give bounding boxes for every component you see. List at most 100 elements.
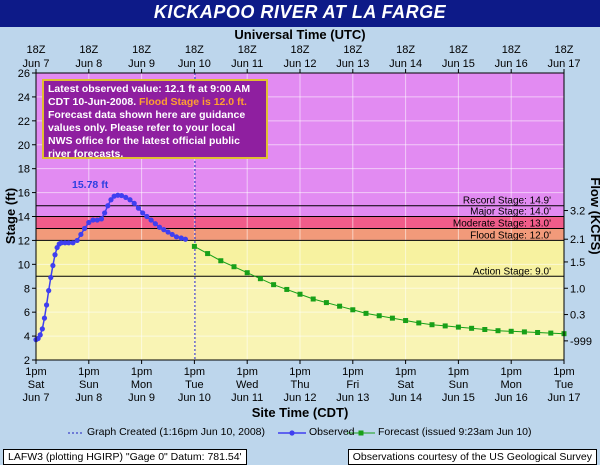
y-tick-label: 14 [18, 212, 30, 224]
bottom-tick-label-date: Jun 15 [442, 392, 475, 404]
forecast-point [455, 324, 461, 330]
bottom-tick-label-day: Tue [555, 379, 574, 391]
footer: LAFW3 (plotting HGIRP) "Gage 0" Datum: 7… [0, 448, 600, 465]
y-tick-label: 10 [18, 259, 30, 271]
observed-point [86, 219, 92, 226]
bottom-tick-label-time: 1pm [395, 366, 416, 378]
observed-point [70, 240, 76, 246]
info-box: Latest observed value: 12.1 ft at 9:00 A… [42, 79, 268, 160]
top-tick-label-time: 18Z [27, 44, 46, 56]
top-tick-label-time: 18Z [132, 44, 151, 56]
info-line: Latest observed value: 12.1 ft at 9:00 A… [48, 83, 251, 95]
observed-point [50, 262, 56, 269]
bottom-tick-label-day: Sat [397, 379, 414, 391]
flow-tick-label: 3.2 [570, 206, 585, 218]
legend-observed-label: Observed [309, 426, 355, 438]
legend-observed [278, 430, 306, 436]
top-tick-label-time: 18Z [396, 44, 415, 56]
legend-observed-marker [289, 430, 295, 436]
observed-point [169, 231, 175, 238]
observed-point [39, 326, 45, 332]
observed-point [156, 224, 163, 230]
bottom-tick-label-time: 1pm [553, 366, 574, 378]
observed-point [144, 213, 150, 220]
flow-tick-label: 1.5 [570, 257, 585, 269]
forecast-point [297, 291, 303, 297]
observed-point [62, 240, 68, 246]
forecast-point [310, 296, 316, 302]
stage-threshold-label: Moderate Stage: 13.0' [453, 218, 551, 229]
top-tick-label-date: Jun 8 [75, 58, 102, 70]
stage-lines: Record Stage: 14.9'Major Stage: 14.0'Mod… [36, 196, 564, 277]
bottom-tick-label-date: Jun 7 [23, 392, 50, 404]
observed-point [108, 197, 114, 203]
left-axis-title: Stage (ft) [3, 188, 18, 244]
observed-point [182, 236, 189, 242]
legend-forecast-label: Forecast (issued 9:23am Jun 10) [378, 426, 532, 438]
observed-point [98, 216, 105, 222]
info-line: CDT 10-Jun-2008. Flood Stage is 12.0 ft. [48, 96, 262, 109]
top-tick-label-time: 18Z [502, 44, 521, 56]
top-tick-label-date: Jun 17 [547, 58, 580, 70]
bottom-tick-label-time: 1pm [500, 366, 521, 378]
y-tick-label: 12 [18, 235, 30, 247]
bottom-tick-label-day: Fri [346, 379, 359, 391]
y-tick-label: 18 [18, 164, 30, 176]
bottom-axis-title: Site Time (CDT) [252, 405, 349, 420]
forecast-point [363, 310, 369, 316]
gage-datum-note: LAFW3 (plotting HGIRP) "Gage 0" Datum: 7… [3, 449, 247, 465]
forecast-point [218, 258, 224, 264]
forecast-point [416, 320, 422, 326]
y-tick-label: 6 [24, 307, 30, 319]
flow-tick-label: 0.3 [570, 310, 585, 322]
bottom-tick-label-day: Sat [28, 379, 45, 391]
forecast-point [442, 323, 448, 329]
observed-point [66, 240, 72, 246]
forecast-point [403, 318, 409, 324]
observed-point [37, 332, 43, 338]
top-tick-label-time: 18Z [238, 44, 257, 56]
forecast-point [482, 327, 488, 333]
bottom-tick-label-day: Wed [236, 379, 258, 391]
observed-point [58, 240, 64, 246]
info-line: Forecast data shown here are guidance [48, 109, 246, 121]
legend: Graph Created (1:16pm Jun 10, 2008) Obse… [0, 426, 600, 440]
info-line: NWS office for the latest official publi… [48, 135, 240, 147]
observed-point [43, 302, 50, 308]
observed-point [94, 217, 100, 223]
observed-point [165, 229, 171, 235]
forecast-point [257, 276, 263, 282]
y-tick-label: 4 [24, 331, 30, 343]
observed-point [41, 315, 48, 321]
bottom-tick-label-day: Sun [449, 379, 469, 391]
observed-point [161, 227, 167, 233]
y-tick-label: 20 [18, 140, 30, 152]
forecast-point [350, 307, 356, 313]
observed-point [135, 205, 142, 211]
top-tick-label-date: Jun 10 [178, 58, 211, 70]
y-tick-label: 8 [24, 283, 30, 295]
observed-point [102, 210, 108, 216]
info-line: values only. Please refer to your local [48, 122, 236, 134]
y-tick-label: 16 [18, 188, 30, 200]
top-tick-label-date: Jun 13 [336, 58, 369, 70]
y-tick-label: 2 [24, 355, 30, 367]
info-flood-stage: Flood Stage is 12.0 ft. [139, 96, 247, 108]
top-tick-label-time: 18Z [79, 44, 98, 56]
top-tick-label-date: Jun 15 [442, 58, 475, 70]
y-tick-label: 22 [18, 116, 30, 128]
bottom-tick-label-day: Mon [500, 379, 521, 391]
stage-threshold-label: Action Stage: 9.0' [473, 266, 551, 277]
top-axis-ticks: 18Z Jun 7 18Z Jun 8 18Z Jun 9 18Z Jun 10 18Z Jun … [23, 44, 581, 73]
forecast-point [271, 282, 277, 288]
forecast-point [231, 264, 237, 270]
bottom-tick-label-day: Sun [79, 379, 99, 391]
forecast-point [337, 303, 343, 309]
forecast-point [548, 330, 554, 336]
top-tick-label-time: 18Z [343, 44, 362, 56]
forecast-point [284, 286, 290, 292]
bottom-tick-label-date: Jun 14 [389, 392, 422, 404]
